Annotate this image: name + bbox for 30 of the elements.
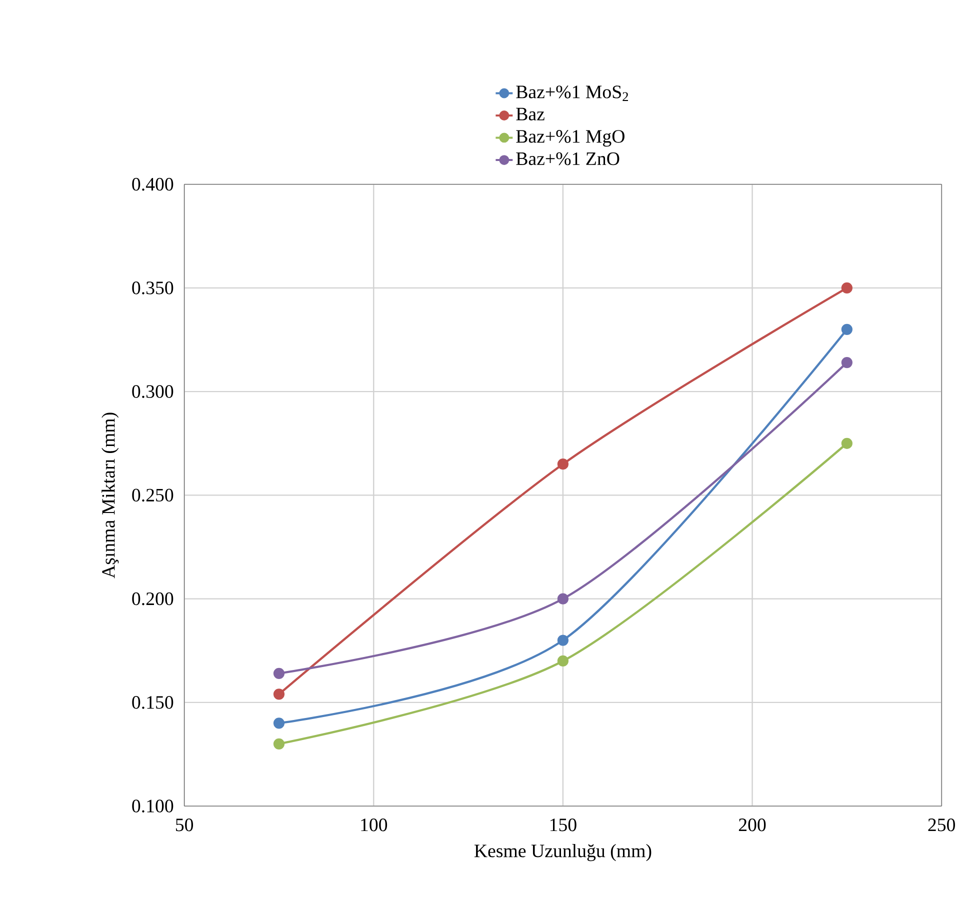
point	[841, 357, 852, 368]
point	[557, 656, 569, 667]
y-tick-label: 0.300	[132, 385, 174, 398]
point	[557, 593, 569, 605]
y-tick-label: 0.200	[132, 592, 174, 606]
y-tick-label: 0.400	[132, 178, 174, 191]
x-tick-label: 50	[176, 818, 194, 832]
y-axis-title: Aşınma Miktarı (mm)	[102, 412, 119, 578]
point	[841, 438, 852, 450]
x-tick-label: 100	[361, 818, 388, 832]
y-tick-label: 0.350	[132, 282, 174, 295]
x-axis-title: Kesme Uzunluğu (mm)	[474, 844, 652, 862]
legend-label: Baz+%1 MoS$_{2}$	[516, 86, 628, 102]
x-tick-label: 150	[550, 818, 576, 832]
point	[273, 738, 285, 750]
y-tick-label: 0.250	[132, 488, 174, 502]
point	[557, 458, 569, 470]
point	[841, 324, 852, 336]
x-tick-label: 200	[738, 818, 766, 832]
x-tick-label: 250	[928, 818, 955, 832]
y-tick-label: 0.100	[132, 800, 174, 813]
y-tick-label: 0.150	[132, 696, 174, 709]
legend-label: Baz+%1 MgO	[516, 130, 624, 147]
point	[273, 688, 285, 700]
legend-label: Baz	[516, 108, 544, 121]
point	[273, 668, 285, 680]
point	[841, 282, 852, 294]
legend-label: Baz+%1 ZnO	[516, 152, 620, 166]
point	[273, 718, 285, 729]
point	[557, 634, 569, 646]
